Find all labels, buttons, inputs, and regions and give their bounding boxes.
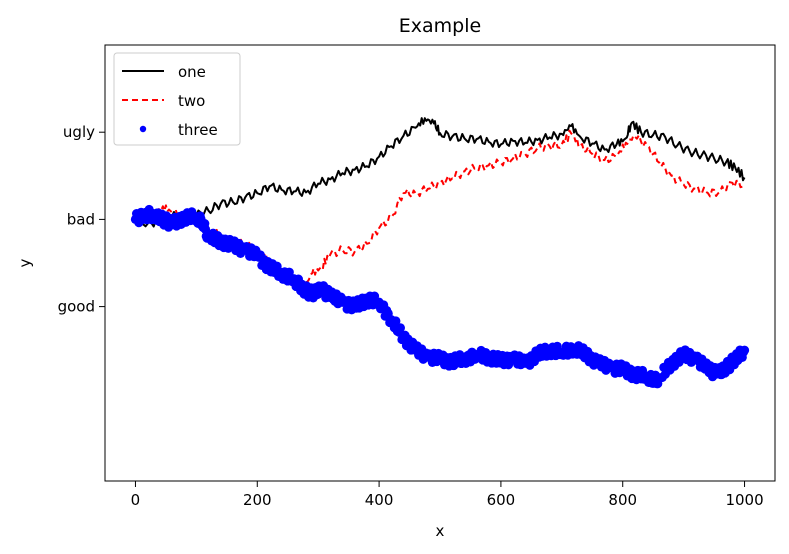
- x-tick-label: 200: [243, 491, 272, 509]
- y-tick-label: good: [58, 298, 95, 316]
- legend-label-one: one: [178, 63, 206, 81]
- legend-label-three: three: [178, 121, 218, 139]
- y-tick-label: bad: [67, 210, 95, 228]
- y-tick-label: ugly: [63, 123, 95, 141]
- series-three-points: [130, 204, 750, 389]
- series-layer: [130, 117, 750, 389]
- series-three-point: [395, 323, 406, 333]
- x-tick-label: 800: [608, 491, 637, 509]
- chart-title: Example: [399, 15, 481, 37]
- legend-swatch-three: [139, 125, 147, 133]
- x-tick-label: 600: [487, 491, 516, 509]
- x-tick-label: 400: [365, 491, 394, 509]
- x-tick-label: 1000: [725, 491, 763, 509]
- x-axis-label: x: [436, 522, 445, 540]
- legend-label-two: two: [178, 92, 205, 110]
- x-tick-label: 0: [131, 491, 141, 509]
- series-three-point: [739, 345, 750, 355]
- series-one-line: [134, 117, 746, 228]
- ticks-layer: 0 200 400 600 800 1000 ugly bad good: [58, 123, 764, 509]
- y-axis-label: y: [16, 258, 34, 267]
- legend-box: [113, 52, 241, 146]
- series-three-point: [391, 316, 401, 326]
- plot-frame: [104, 44, 776, 482]
- legend: one two three: [113, 52, 241, 146]
